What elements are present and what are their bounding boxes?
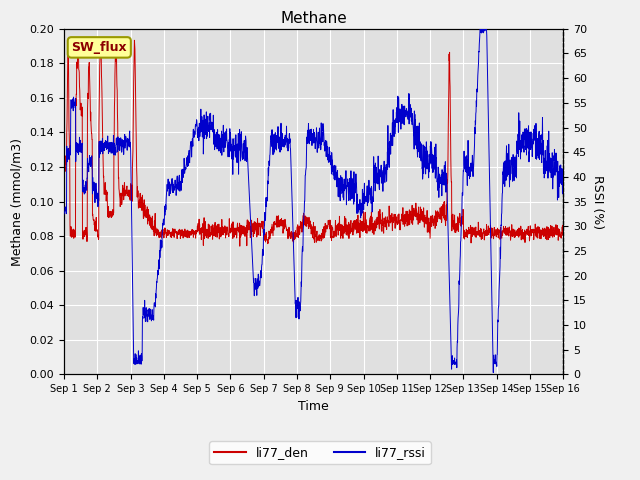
Legend: li77_den, li77_rssi: li77_den, li77_rssi	[209, 441, 431, 464]
Y-axis label: Methane (mmol/m3): Methane (mmol/m3)	[11, 138, 24, 265]
Text: SW_flux: SW_flux	[72, 41, 127, 54]
Title: Methane: Methane	[280, 11, 347, 26]
Y-axis label: RSSI (%): RSSI (%)	[591, 175, 604, 228]
X-axis label: Time: Time	[298, 400, 329, 413]
